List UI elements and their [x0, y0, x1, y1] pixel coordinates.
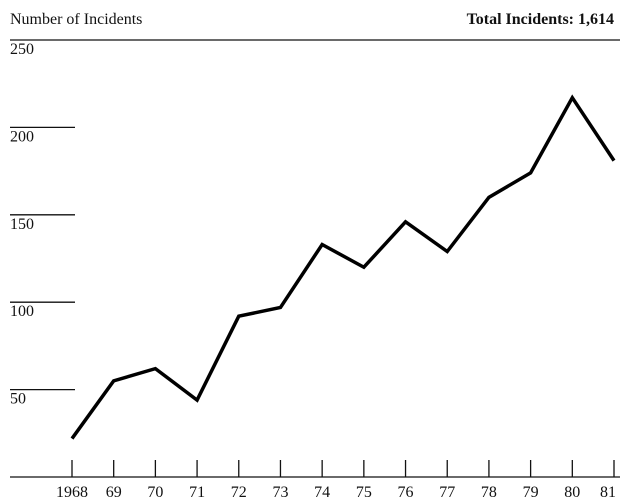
y-axis-title: Number of Incidents [10, 11, 142, 28]
x-tick-label: 71 [189, 484, 205, 501]
y-tick-label: 150 [10, 216, 34, 233]
y-tick-label: 100 [10, 303, 34, 320]
x-tick-label: 1968 [56, 484, 88, 501]
x-tick-label: 74 [314, 484, 330, 501]
x-tick-label: 70 [147, 484, 163, 501]
y-tick-label: 250 [10, 41, 34, 58]
x-tick-label: 73 [272, 484, 288, 501]
total-annotation: Total Incidents: 1,614 [467, 11, 614, 28]
x-tick-label: 78 [481, 484, 497, 501]
x-tick-label: 81 [600, 484, 616, 501]
x-tick-label: 69 [106, 484, 122, 501]
x-tick-label: 76 [398, 484, 414, 501]
data-line [70, 94, 616, 440]
x-tick-label: 77 [439, 484, 455, 501]
x-tick-label: 75 [356, 484, 372, 501]
y-tick-label: 200 [10, 128, 34, 145]
x-tick-label: 80 [564, 484, 580, 501]
y-tick-label: 50 [10, 391, 26, 408]
x-tick-label: 79 [523, 484, 539, 501]
x-tick-label: 72 [231, 484, 247, 501]
